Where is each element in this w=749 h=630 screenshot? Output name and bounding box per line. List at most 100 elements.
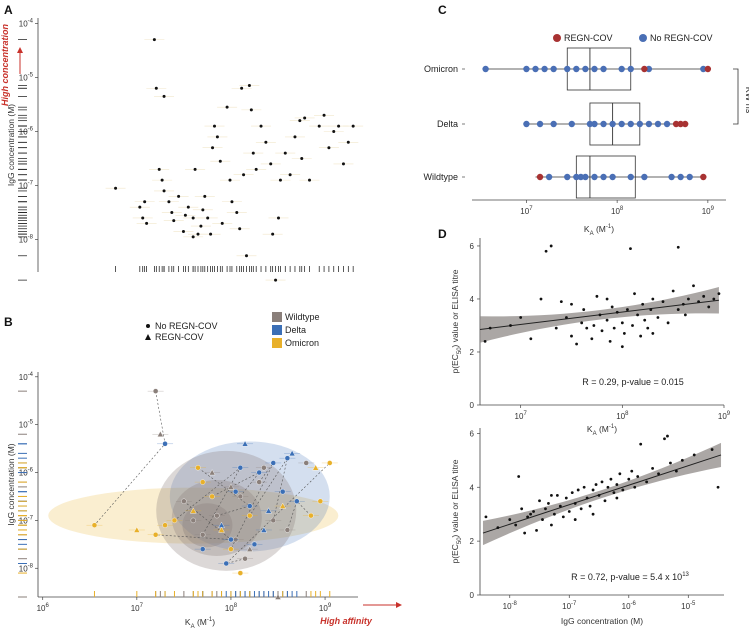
- panel-d-point: [692, 284, 695, 288]
- panel-a-point: [278, 178, 282, 182]
- panel-a-y-tick-label-base: 10: [19, 73, 28, 82]
- panel-d-point: [656, 316, 660, 319]
- panel-b-y-tick-label: 10-8: [19, 563, 34, 573]
- panel-d-x-tick-label-base: 10: [515, 412, 524, 421]
- panel-b-point-wildtype: [284, 527, 291, 533]
- panel-d-point: [484, 515, 488, 519]
- panel-d-top-annotation: R = 0.29, p-value = 0.015: [582, 377, 684, 387]
- panel-b-legend-no-regn: No REGN-COV: [155, 321, 218, 331]
- panel-d-x-tick-label-exp: 9: [727, 411, 731, 417]
- panel-c-x-axis-title-main: K: [584, 224, 590, 234]
- panel-b-point-omicron: [209, 493, 215, 500]
- panel-c-x-tick-label-base: 10: [611, 207, 620, 216]
- panel-a-point: [346, 140, 350, 144]
- panel-d-point: [579, 507, 583, 511]
- panel-d-point: [573, 518, 577, 521]
- panel-a-point: [172, 219, 176, 223]
- panel-d-point: [615, 310, 619, 314]
- panel-a-point: [225, 105, 229, 109]
- panel-d-point: [620, 345, 624, 349]
- panel-a-y-tick-label-base: 10: [19, 182, 28, 191]
- panel-d-x-tick-label-base: 10: [503, 602, 512, 611]
- panel-c-x-tick-label-exp: 9: [711, 206, 715, 212]
- panel-b-legend-swatch-wildtype: [272, 312, 282, 322]
- panel-d-bottom-annotation-main: R = 0.72, p-value = 5.4 x 10: [571, 572, 682, 582]
- panel-c-point-noregn: [582, 65, 589, 73]
- panel-d-x-tick-label-exp: -8: [512, 601, 518, 607]
- panel-b-density-contour: [48, 487, 339, 544]
- panel-c-x-axis-title-close: ): [611, 224, 614, 234]
- panel-d-point: [657, 472, 660, 476]
- panel-b-point-omicron: [312, 464, 319, 471]
- panel-d-point: [585, 496, 589, 500]
- panel-c-x-tick-label: 108: [611, 206, 624, 216]
- panel-d-x-tick-label: 108: [616, 411, 629, 421]
- panel-b-point-wildtype: [237, 493, 244, 500]
- panel-b-point-delta: [288, 449, 296, 457]
- panel-d-point: [544, 249, 548, 253]
- panel-c-point-regn: [704, 65, 712, 73]
- panel-d-point: [631, 324, 634, 327]
- panel-b-legend-omicron: Omicron: [285, 338, 319, 348]
- panel-d-point: [508, 518, 512, 521]
- panel-a-point: [203, 194, 207, 198]
- panel-b-point-omicron: [247, 512, 253, 519]
- panel-a-point: [308, 178, 312, 182]
- panel-c-point-noregn: [677, 173, 684, 181]
- panel-d-point: [620, 321, 624, 325]
- panel-d-y-tick-label: 6: [470, 242, 475, 251]
- panel-d-point: [565, 316, 568, 319]
- panel-d-y-tick-label: 0: [470, 401, 475, 410]
- panel-c-x-axis-title-mid: (M: [594, 224, 606, 234]
- panel-b-y-tick-label: 10-4: [19, 372, 34, 382]
- panel-a-point: [259, 124, 263, 128]
- panel-d-point: [544, 507, 547, 511]
- panel-d-point: [651, 332, 655, 335]
- panel-d-point: [567, 510, 571, 513]
- panel-d-top-x-axis-title-mid: (M: [597, 424, 609, 434]
- panel-b-point-omicron: [162, 522, 168, 528]
- panel-c-point-noregn: [618, 120, 625, 128]
- panel-c-point-noregn: [591, 120, 598, 128]
- panel-d-point: [554, 326, 558, 330]
- panel-d-point: [582, 308, 586, 311]
- panel-b-y-tick-label-base: 10: [19, 564, 28, 573]
- panel-b-legend-circle-marker: [146, 324, 150, 328]
- panel-d-y-axis-title: p(EC50) value or ELISA titre: [450, 459, 463, 563]
- panel-d-y-tick-label: 2: [470, 537, 475, 546]
- panel-d-x-tick-label-exp: 7: [523, 411, 527, 417]
- panel-c-point-noregn: [636, 120, 644, 128]
- panel-d-point: [590, 337, 594, 341]
- panel-d-point: [600, 329, 604, 333]
- panel-b-y-axis-title: IgG concentration (M): [6, 443, 16, 525]
- panel-c-x-tick-label-base: 10: [520, 207, 529, 216]
- panel-d-bottom-x-axis-title: IgG concentration (M): [561, 616, 643, 626]
- panel-b-point-omicron: [279, 502, 287, 509]
- panel-a-point: [186, 205, 190, 209]
- panel-b-point-delta: [265, 507, 272, 514]
- panel-a-y-tick-label: 10-8: [19, 235, 34, 245]
- panel-a-point: [298, 119, 302, 123]
- panel-d-point: [630, 469, 634, 473]
- panel-d-point: [592, 324, 596, 327]
- panel-d-point: [674, 469, 678, 473]
- panel-d-point: [582, 485, 586, 489]
- panel-a-point: [191, 235, 195, 239]
- panel-d-point: [612, 326, 616, 330]
- panel-b-x-axis-title-main: K: [185, 617, 191, 627]
- panel-c-point-noregn: [532, 65, 539, 73]
- panel-a-point: [235, 211, 239, 215]
- panel-b-point-omicron: [228, 546, 234, 552]
- panel-c-point-regn: [700, 173, 707, 181]
- panel-a-point: [193, 167, 197, 171]
- panel-c-x-axis-title-sup: -1: [606, 224, 612, 230]
- panel-d-point: [641, 302, 645, 306]
- panel-d-point: [651, 297, 655, 301]
- panel-d-x-tick-label-base: 10: [622, 602, 631, 611]
- panel-d-point: [529, 337, 533, 341]
- panel-a-y-tick-label-exp: -7: [28, 181, 34, 187]
- panel-b-y-tick-label: 10-5: [19, 420, 34, 430]
- panel-a-point: [283, 151, 287, 155]
- panel-b-x-tick-label: 106: [37, 603, 50, 613]
